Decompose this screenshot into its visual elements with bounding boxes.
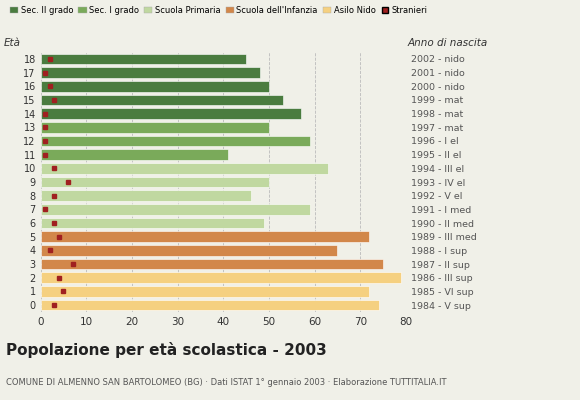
Bar xyxy=(41,286,369,297)
Text: Anno di nascita: Anno di nascita xyxy=(408,38,488,48)
Bar xyxy=(41,259,383,270)
Bar xyxy=(41,218,264,228)
Bar xyxy=(41,149,228,160)
Text: COMUNE DI ALMENNO SAN BARTOLOMEO (BG) · Dati ISTAT 1° gennaio 2003 · Elaborazion: COMUNE DI ALMENNO SAN BARTOLOMEO (BG) · … xyxy=(6,378,446,387)
Bar xyxy=(41,136,310,146)
Bar xyxy=(41,190,251,201)
Bar xyxy=(41,81,269,92)
Bar xyxy=(41,177,269,187)
Bar xyxy=(41,163,328,174)
Bar xyxy=(41,94,282,105)
Bar xyxy=(41,300,379,310)
Bar xyxy=(41,108,301,119)
Legend: Sec. II grado, Sec. I grado, Scuola Primaria, Scuola dell'Infanzia, Asilo Nido, : Sec. II grado, Sec. I grado, Scuola Prim… xyxy=(10,6,427,15)
Bar xyxy=(41,67,260,78)
Bar xyxy=(41,245,338,256)
Bar xyxy=(41,272,401,283)
Bar xyxy=(41,231,369,242)
Bar xyxy=(41,54,246,64)
Text: Età: Età xyxy=(4,38,21,48)
Bar xyxy=(41,122,269,133)
Bar xyxy=(41,204,310,215)
Text: Popolazione per età scolastica - 2003: Popolazione per età scolastica - 2003 xyxy=(6,342,327,358)
